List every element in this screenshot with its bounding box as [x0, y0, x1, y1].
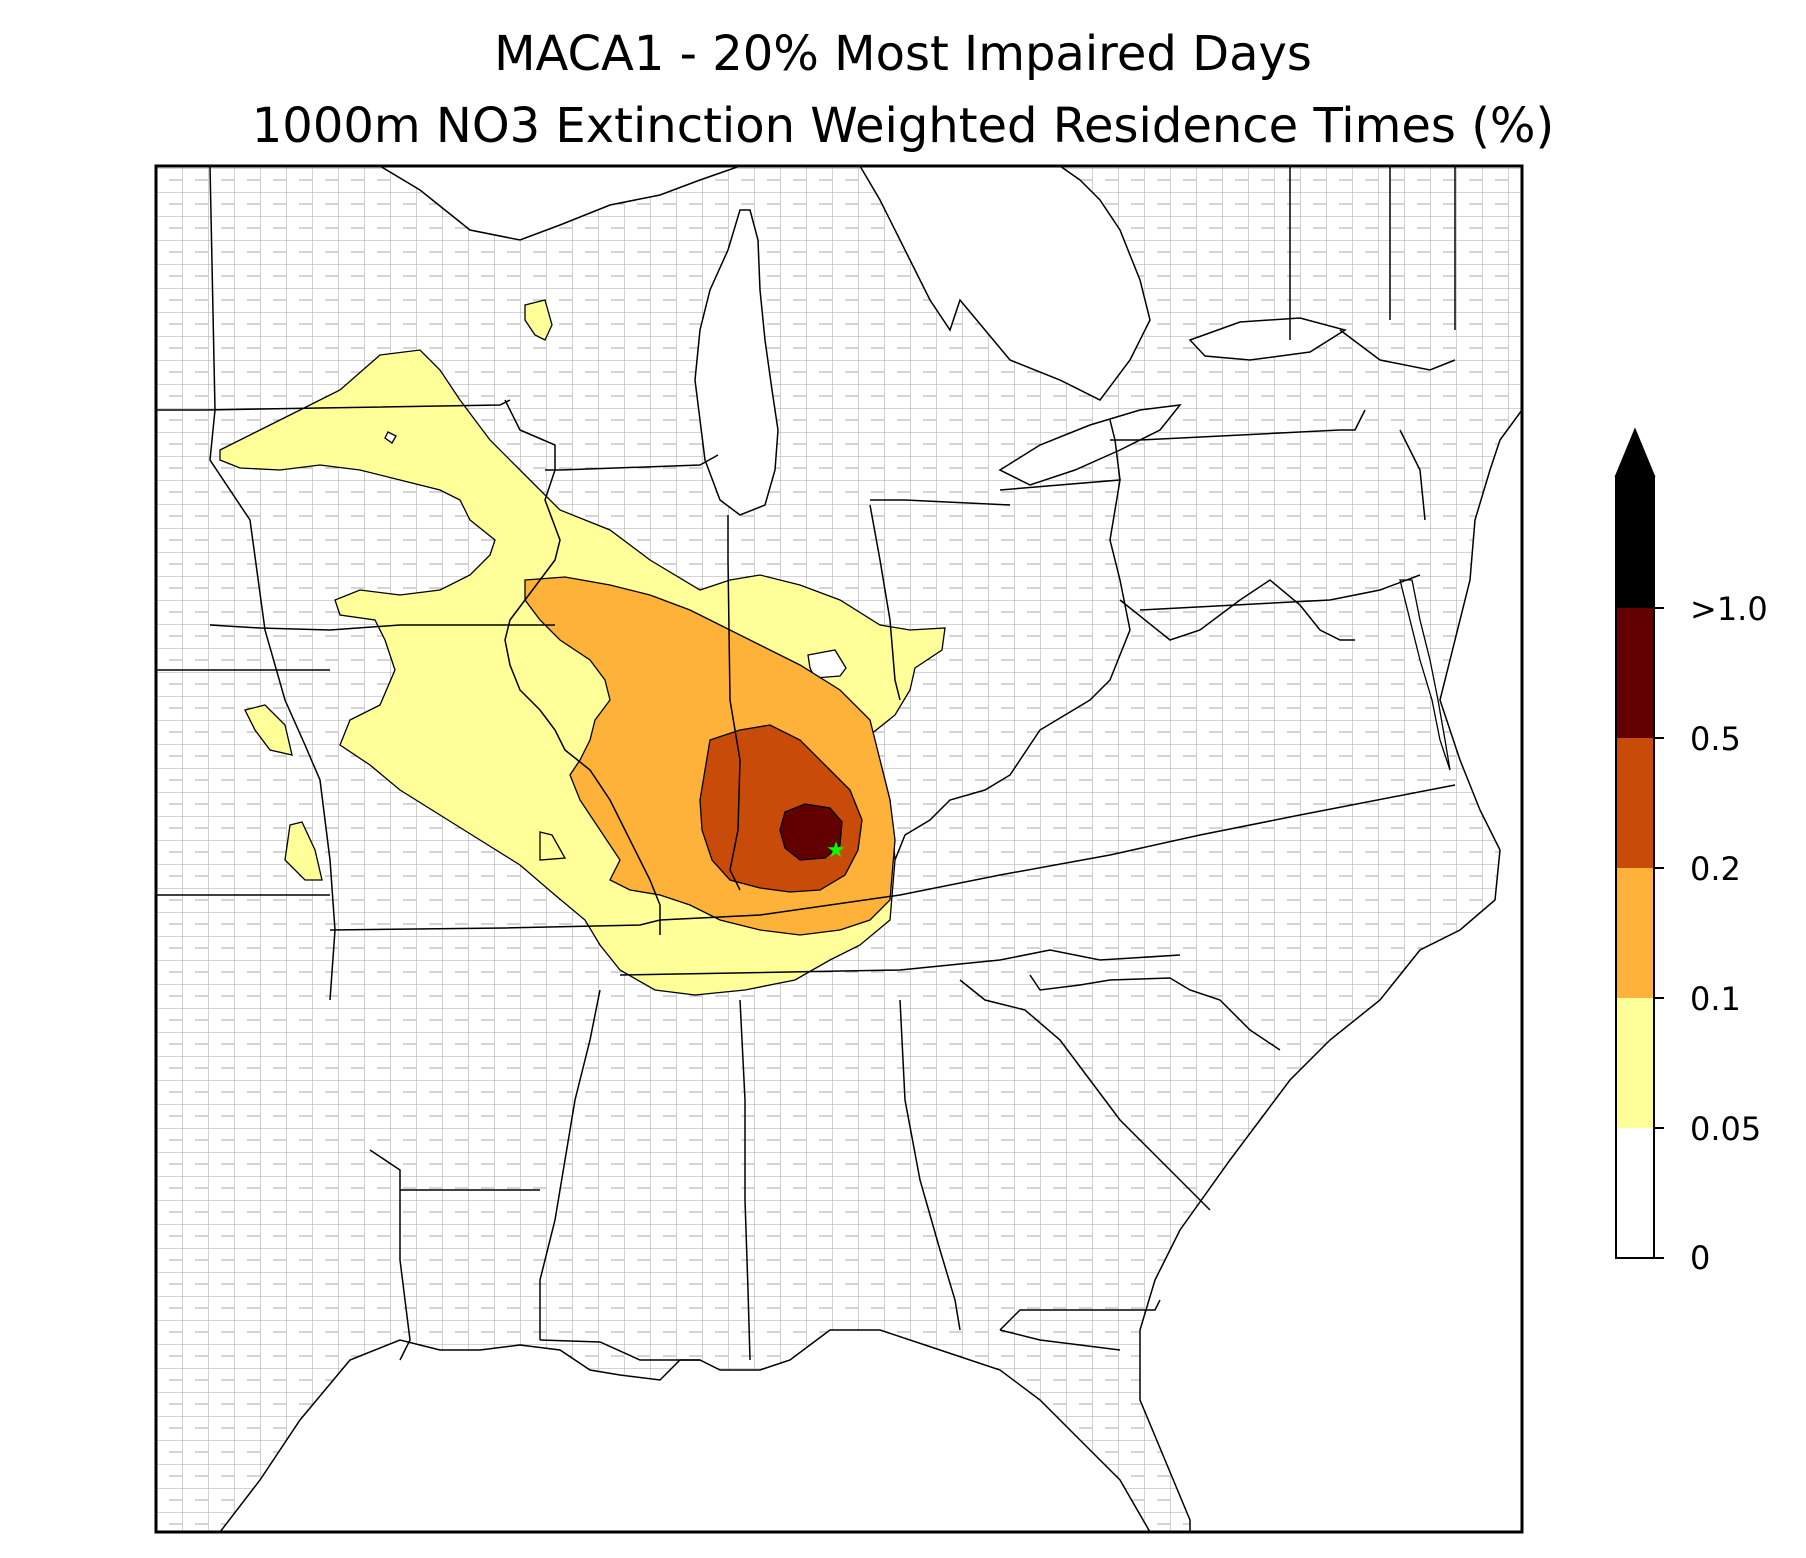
colorbar-segment-3: [1616, 738, 1654, 868]
colorbar-label-gt1: >1.0: [1690, 590, 1768, 628]
map-frame: [154, 164, 1524, 1534]
map-title-line2: 1000m NO3 Extinction Weighted Residence …: [251, 98, 1555, 154]
colorbar-label-0: 0: [1690, 1239, 1711, 1277]
lake-huron: [859, 166, 1151, 401]
lake-michigan: [694, 209, 779, 516]
lake-ontario: [1188, 317, 1347, 361]
state-boundaries: [156, 166, 1456, 1361]
contour-0.5: [779, 803, 843, 861]
colorbar-label-0.5: 0.5: [1690, 720, 1741, 758]
colorbar-label-0.2: 0.2: [1690, 850, 1741, 888]
colorbar-label-0.05: 0.05: [1690, 1110, 1762, 1148]
colorbar-extend-arrow: [1614, 427, 1656, 477]
chesapeake-bay: [1399, 579, 1451, 771]
colorbar-segment-1: [1616, 998, 1654, 1128]
map-title-line1: MACA1 - 20% Most Impaired Days: [494, 26, 1312, 82]
map-area: ★: [156, 166, 1522, 1532]
colorbar-label-0.1: 0.1: [1690, 980, 1741, 1018]
colorbar-segment-2: [1616, 868, 1654, 998]
lake-erie: [998, 404, 1182, 486]
lake-superior: [378, 166, 741, 241]
coastline: [219, 409, 1522, 1532]
receptor-star-icon: ★: [826, 838, 846, 863]
colorbar: [1614, 427, 1664, 1259]
colorbar-segment-max: [1616, 476, 1654, 608]
colorbar-segment-0: [1616, 1128, 1654, 1258]
colorbar-segment-4: [1616, 608, 1654, 738]
